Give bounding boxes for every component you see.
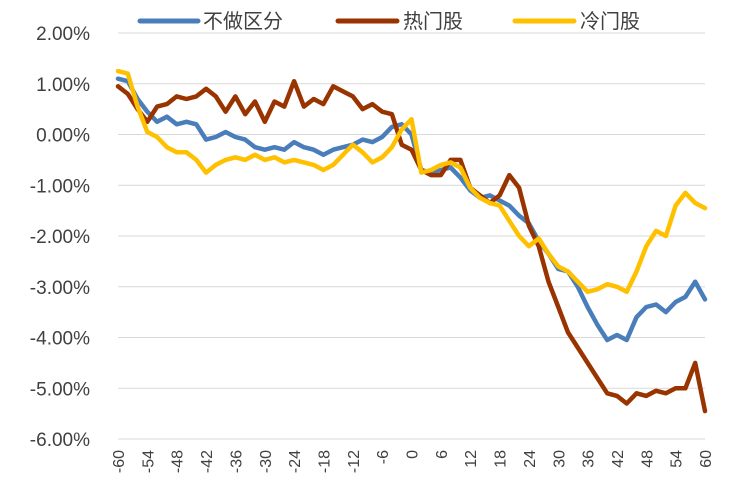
y-tick-label-1: 1.00% <box>36 75 90 96</box>
x-tick-label-14: 24 <box>522 450 539 468</box>
grid-lines <box>118 32 705 440</box>
x-tick-label-5: -30 <box>258 450 275 473</box>
legend-item-1: 热门股 <box>335 9 463 33</box>
y-tick-label-0: 2.00% <box>36 24 90 45</box>
x-tick-label-2: -48 <box>170 450 187 473</box>
legend-label-1: 热门股 <box>403 9 463 33</box>
legend-label-2: 冷门股 <box>580 9 640 33</box>
y-tick-label-7: -5.00% <box>30 379 90 400</box>
x-tick-label-13: 18 <box>493 450 510 468</box>
x-tick-label-4: -36 <box>228 450 245 473</box>
y-tick-label-3: -1.00% <box>30 176 90 197</box>
x-tick-label-18: 48 <box>639 450 656 468</box>
x-tick-label-15: 30 <box>551 450 568 468</box>
x-tick-label-6: -24 <box>287 450 304 473</box>
x-tick-label-1: -54 <box>140 450 157 473</box>
x-tick-label-12: 12 <box>463 450 480 468</box>
x-tick-label-10: 0 <box>405 450 422 459</box>
x-axis-ticks: -60 -54 -48 -42 -36 -30 -24 -18 -12 -6 0 6 12 18 24 30 3… <box>111 450 715 473</box>
x-tick-label-16: 36 <box>581 450 598 468</box>
x-tick-label-19: 54 <box>669 450 686 468</box>
legend: 不做区分 热门股 冷门股 <box>137 9 640 33</box>
legend-item-2: 冷门股 <box>512 9 640 33</box>
x-tick-label-20: 60 <box>698 450 715 468</box>
series-line-1 <box>115 78 708 414</box>
x-tick-label-7: -18 <box>316 450 333 473</box>
x-tick-label-8: -12 <box>346 450 363 473</box>
x-tick-label-11: 6 <box>434 450 451 459</box>
series-line-0 <box>115 76 708 343</box>
legend-label-0: 不做区分 <box>203 9 283 33</box>
series-line-2 <box>115 68 708 295</box>
legend-item-0: 不做区分 <box>137 9 283 33</box>
series-lines <box>115 68 708 414</box>
y-tick-label-5: -3.00% <box>30 278 90 299</box>
x-tick-label-9: -6 <box>375 450 392 464</box>
x-tick-label-17: 42 <box>610 450 627 468</box>
x-tick-label-3: -42 <box>199 450 216 473</box>
y-tick-label-8: -6.00% <box>30 430 90 451</box>
y-tick-label-2: 0.00% <box>36 126 90 147</box>
y-axis-ticks: 2.00% 1.00% 0.00% -1.00% -2.00% -3.00% -4.00% -… <box>30 24 90 451</box>
y-tick-label-4: -2.00% <box>30 227 90 248</box>
y-tick-label-6: -4.00% <box>30 329 90 350</box>
x-tick-label-0: -60 <box>111 450 128 473</box>
